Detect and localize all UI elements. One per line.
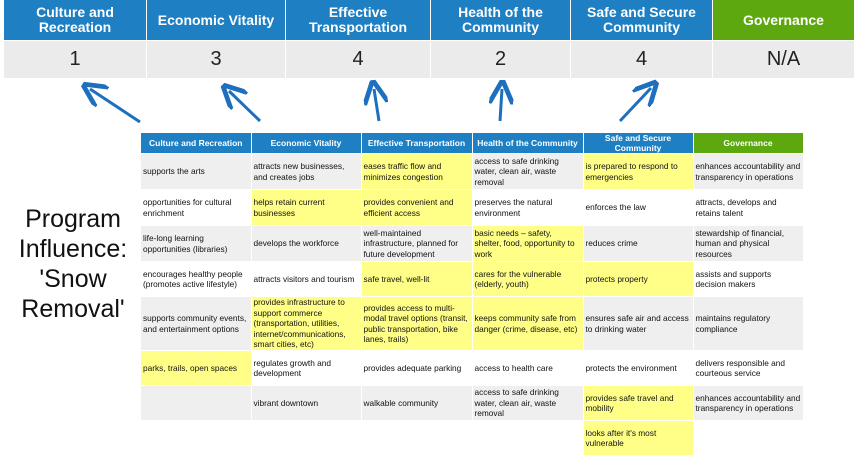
table-cell: keeps community safe from danger (crime,… <box>472 296 584 351</box>
column-header: Health of the Community <box>472 133 584 154</box>
table-row: supports community events, and entertain… <box>141 296 804 351</box>
table-cell: eases traffic flow and minimizes congest… <box>361 153 473 190</box>
table-cell: cares for the vulnerable (elderly, youth… <box>472 261 584 297</box>
table-cell: protects the environment <box>583 350 694 386</box>
table-cell: encourages healthy people (promotes acti… <box>141 261 252 297</box>
table-cell: provides adequate parking <box>361 350 473 386</box>
summary-value: 2 <box>431 40 571 78</box>
table-cell: access to safe drinking water, clean air… <box>472 385 584 421</box>
table-cell: delivers responsible and courteous servi… <box>693 350 804 386</box>
summary-header: Governance <box>713 0 855 40</box>
table-cell: is prepared to respond to emergencies <box>583 153 694 190</box>
arrow-icon <box>500 89 502 122</box>
summary-value: 4 <box>286 40 431 78</box>
table-cell: assists and supports decision makers <box>693 261 804 297</box>
table-cell <box>361 420 473 456</box>
table-cell: stewardship of financial, human and phys… <box>693 225 804 262</box>
column-header: Safe and Secure Community <box>583 133 694 154</box>
table-row: opportunities for cultural enrichment hel… <box>141 189 804 226</box>
summary-value: 1 <box>4 40 147 78</box>
table-cell: vibrant downtown <box>251 385 362 421</box>
table-cell <box>141 420 252 456</box>
table-row: parks, trails, open spaces regulates grow… <box>141 350 804 386</box>
table-cell: attracts visitors and tourism <box>251 261 362 297</box>
table-cell: preserves the natural environment <box>472 189 584 226</box>
table-cell: life-long learning opportunities (librar… <box>141 225 252 262</box>
column-header: Governance <box>693 133 804 154</box>
column-header: Effective Transportation <box>361 133 473 154</box>
table-cell: develops the workforce <box>251 225 362 262</box>
table-cell: basic needs – safety, shelter, food, opp… <box>472 225 584 262</box>
table-cell: walkable community <box>361 385 473 421</box>
table-cell: provides safe travel and mobility <box>583 385 694 421</box>
table-cell: attracts, develops and retains talent <box>693 189 804 226</box>
table-cell: safe travel, well-lit <box>361 261 473 297</box>
column-header: Economic Vitality <box>251 133 362 154</box>
summary-header: Health of the Community <box>431 0 571 40</box>
table-cell: protects property <box>583 261 694 297</box>
table-cell: reduces crime <box>583 225 694 262</box>
table-cell: opportunities for cultural enrichment <box>141 189 252 226</box>
table-cell: provides convenient and efficient access <box>361 189 473 226</box>
priority-table: Culture and Recreation Economic Vitality E… <box>141 133 804 456</box>
summary-value: 4 <box>571 40 713 78</box>
arrow-icon <box>229 91 262 123</box>
table-cell: enhances accountability and transparency… <box>693 153 804 190</box>
table-cell: maintains regulatory compliance <box>693 296 804 351</box>
table-cell: attracts new businesses, and creates job… <box>251 153 362 190</box>
arrow-icon <box>90 89 141 124</box>
table-cell: regulates growth and development <box>251 350 362 386</box>
table-cell: well-maintained infrastructure, planned … <box>361 225 473 262</box>
table-cell: helps retain current businesses <box>251 189 362 226</box>
table-cell <box>693 420 804 456</box>
table-row: supports the arts attracts new businesses… <box>141 153 804 190</box>
summary-value: N/A <box>713 40 855 78</box>
table-cell: enforces the law <box>583 189 694 226</box>
arrow-icon <box>374 89 379 122</box>
table-cell: access to safe drinking water, clean air… <box>472 153 584 190</box>
table-cell <box>141 385 252 421</box>
column-header: Culture and Recreation <box>141 133 252 154</box>
table-cell: access to health care <box>472 350 584 386</box>
arrow-icon <box>618 88 651 123</box>
summary-header: Effective Transportation <box>286 0 431 40</box>
summary-scores: Culture and Recreation Economic Vitality E… <box>4 0 855 78</box>
summary-value: 3 <box>147 40 286 78</box>
summary-header: Economic Vitality <box>147 0 286 40</box>
summary-header: Safe and Secure Community <box>571 0 713 40</box>
table-cell: provides infrastructure to support comme… <box>251 296 362 351</box>
table-cell: provides access to multi-modal travel op… <box>361 296 473 351</box>
table-cell: ensures safe air and access to drinking … <box>583 296 694 351</box>
table-cell: parks, trails, open spaces <box>141 350 252 386</box>
table-row: vibrant downtown walkable community access… <box>141 385 804 421</box>
table-row: looks after it's most vulnerable <box>141 420 804 456</box>
table-row: encourages healthy people (promotes acti… <box>141 261 804 297</box>
table-cell <box>472 420 584 456</box>
summary-header: Culture and Recreation <box>4 0 147 40</box>
program-influence-label: Program Influence: 'Snow Removal' <box>18 205 128 323</box>
table-cell <box>251 420 362 456</box>
table-cell: enhances accountability and transparency… <box>693 385 804 421</box>
table-cell: supports the arts <box>141 153 252 190</box>
table-cell: supports community events, and entertain… <box>141 296 252 351</box>
table-row: life-long learning opportunities (librar… <box>141 225 804 262</box>
table-cell: looks after it's most vulnerable <box>583 420 694 456</box>
